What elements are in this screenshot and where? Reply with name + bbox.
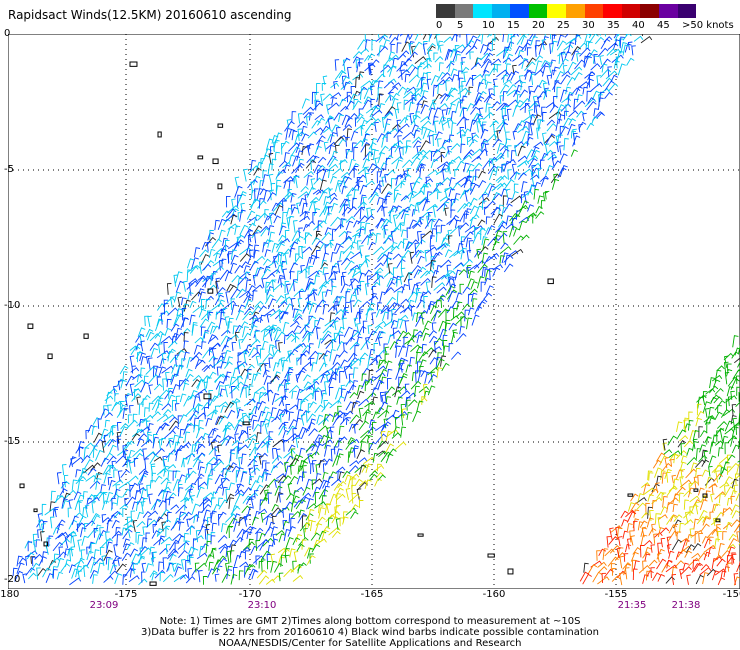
legend-label: 40: [632, 20, 645, 31]
legend-swatch: [640, 4, 659, 18]
legend-swatch: [566, 4, 585, 18]
note-line-3: NOAA/NESDIS/Center for Satellite Applica…: [218, 638, 522, 649]
legend-label: 15: [507, 20, 520, 31]
wind-swaths: [12, 34, 740, 586]
legend-swatch: [454, 4, 474, 18]
lat-tick-label: -5: [4, 164, 14, 175]
legend-swatch: [603, 4, 622, 18]
lon-tick-label: -150: [722, 589, 740, 600]
legend-swatch: [547, 4, 567, 18]
note-line-1: Note: 1) Times are GMT 2)Times along bot…: [159, 616, 581, 627]
pass-time-label: 21:38: [671, 600, 701, 611]
legend-label: 35: [607, 20, 620, 31]
lon-tick-label: -180: [0, 589, 20, 600]
legend-label: >50 knots: [682, 20, 734, 31]
legend-label: 45: [657, 20, 670, 31]
wind-speed-color-legend: [436, 4, 697, 18]
pass-time-label: 23:10: [247, 600, 277, 611]
lat-tick-label: 0: [4, 28, 11, 39]
map-title: Rapidsact Winds(12.5KM) 20160610 ascendi…: [8, 8, 292, 22]
lat-tick-label: -10: [4, 300, 21, 311]
legend-swatch: [491, 4, 511, 18]
lon-tick-label: -155: [604, 589, 628, 600]
legend-label: 5: [457, 20, 464, 31]
legend-label: 0: [436, 20, 443, 31]
legend-swatch: [436, 4, 455, 18]
lat-tick-label: -15: [4, 436, 21, 447]
legend-label: 20: [532, 20, 545, 31]
legend-swatch: [528, 4, 548, 18]
legend-label: 10: [482, 20, 495, 31]
note-line-2: 3)Data buffer is 22 hrs from 20160610 4)…: [141, 627, 599, 638]
legend-label: 25: [557, 20, 570, 31]
legend-labels: 0 5 10 15 20 25 30 35 40 45 >50 knots: [430, 20, 740, 34]
wind-barb-map: [8, 34, 740, 589]
legend-swatch: [473, 4, 492, 18]
pass-time-label: 21:35: [617, 600, 647, 611]
legend-swatch: [584, 4, 604, 18]
footnotes: Note: 1) Times are GMT 2)Times along bot…: [0, 616, 740, 649]
legend-swatch: [621, 4, 641, 18]
pass-time-label: 23:09: [89, 600, 119, 611]
island-outlines: [19, 61, 721, 586]
legend-swatch: [510, 4, 529, 18]
lon-tick-label: -160: [482, 589, 506, 600]
legend-swatch: [658, 4, 678, 18]
legend-label: 30: [582, 20, 595, 31]
lon-tick-label: -175: [114, 589, 138, 600]
lat-tick-label: -20: [4, 574, 21, 585]
lon-tick-label: -165: [360, 589, 384, 600]
legend-swatch: [677, 4, 697, 18]
lon-tick-label: -170: [238, 589, 262, 600]
